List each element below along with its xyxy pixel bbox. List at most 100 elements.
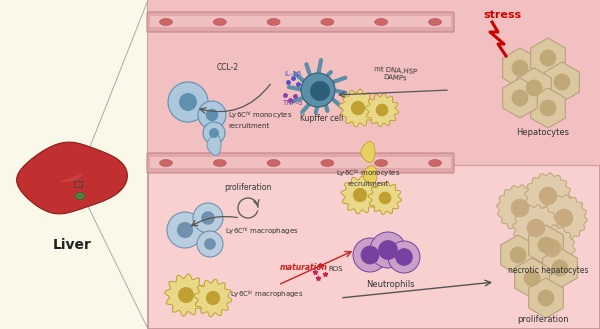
Circle shape — [509, 247, 526, 264]
Ellipse shape — [160, 18, 173, 26]
Polygon shape — [513, 205, 559, 251]
Text: Neutrophils: Neutrophils — [365, 280, 415, 289]
Ellipse shape — [267, 160, 280, 166]
Polygon shape — [59, 173, 83, 182]
Circle shape — [512, 60, 529, 76]
Circle shape — [511, 199, 529, 217]
Polygon shape — [17, 142, 127, 214]
Text: Ly6C$^{lo}$ macrophages: Ly6C$^{lo}$ macrophages — [230, 289, 304, 301]
Circle shape — [376, 104, 388, 116]
Circle shape — [206, 109, 218, 121]
Text: CCL-2: CCL-2 — [217, 63, 239, 72]
Text: IL-1β: IL-1β — [284, 71, 301, 77]
Circle shape — [353, 188, 367, 202]
FancyBboxPatch shape — [0, 0, 148, 329]
Circle shape — [538, 237, 554, 253]
Ellipse shape — [374, 160, 388, 166]
Polygon shape — [361, 141, 375, 163]
Polygon shape — [530, 38, 565, 78]
Circle shape — [539, 100, 556, 116]
Circle shape — [206, 291, 220, 305]
Circle shape — [177, 222, 193, 238]
Text: Ly6C$^{lo}$ monocytes
recruitment: Ly6C$^{lo}$ monocytes recruitment — [336, 168, 400, 187]
FancyBboxPatch shape — [148, 0, 600, 329]
FancyBboxPatch shape — [150, 157, 451, 168]
Circle shape — [378, 240, 398, 260]
Circle shape — [198, 101, 226, 129]
Text: mt DNA,HSP
DAMPs: mt DNA,HSP DAMPs — [373, 66, 417, 82]
Circle shape — [524, 269, 541, 287]
Polygon shape — [365, 93, 398, 127]
Circle shape — [209, 128, 219, 138]
FancyBboxPatch shape — [150, 16, 451, 27]
Circle shape — [351, 101, 365, 115]
Circle shape — [395, 248, 413, 266]
Polygon shape — [207, 135, 221, 155]
FancyBboxPatch shape — [147, 12, 454, 32]
Ellipse shape — [428, 18, 442, 26]
Polygon shape — [525, 173, 571, 219]
Circle shape — [179, 93, 197, 111]
Polygon shape — [529, 278, 563, 318]
Circle shape — [370, 232, 406, 268]
Circle shape — [301, 73, 335, 107]
Polygon shape — [541, 195, 587, 241]
Circle shape — [178, 287, 194, 303]
Circle shape — [527, 219, 545, 237]
Polygon shape — [497, 185, 543, 231]
Text: proliferation: proliferation — [224, 183, 272, 192]
Polygon shape — [500, 235, 535, 275]
Polygon shape — [515, 258, 550, 298]
Bar — [74, 181, 82, 187]
Polygon shape — [542, 248, 577, 288]
Polygon shape — [529, 225, 575, 271]
Text: Ly6C$^{hi}$ monocytes
recruitment: Ly6C$^{hi}$ monocytes recruitment — [228, 110, 292, 129]
Ellipse shape — [75, 192, 85, 199]
Polygon shape — [368, 181, 401, 215]
Polygon shape — [529, 225, 563, 265]
Circle shape — [203, 122, 225, 144]
Circle shape — [168, 82, 208, 122]
FancyBboxPatch shape — [147, 153, 454, 173]
Ellipse shape — [267, 18, 280, 26]
Polygon shape — [517, 68, 551, 108]
Ellipse shape — [321, 18, 334, 26]
Ellipse shape — [214, 18, 226, 26]
Circle shape — [539, 187, 557, 205]
Circle shape — [555, 209, 573, 227]
Ellipse shape — [160, 160, 173, 166]
Circle shape — [167, 212, 203, 248]
Text: ROS: ROS — [328, 266, 343, 272]
Text: Kupffer cell: Kupffer cell — [301, 114, 344, 123]
Text: Liver: Liver — [53, 238, 91, 252]
Circle shape — [539, 50, 556, 66]
Text: Hepatocytes: Hepatocytes — [517, 128, 569, 137]
Circle shape — [201, 211, 215, 225]
Polygon shape — [165, 274, 207, 316]
Polygon shape — [194, 279, 232, 317]
Circle shape — [543, 239, 561, 257]
Circle shape — [554, 74, 571, 90]
Circle shape — [551, 260, 568, 276]
Ellipse shape — [374, 18, 388, 26]
Ellipse shape — [428, 160, 442, 166]
Text: proliferation: proliferation — [517, 315, 569, 324]
Ellipse shape — [321, 160, 334, 166]
Polygon shape — [363, 165, 377, 184]
Circle shape — [353, 238, 387, 272]
Polygon shape — [341, 176, 379, 214]
Polygon shape — [503, 48, 538, 88]
Text: stress: stress — [483, 10, 521, 20]
Polygon shape — [503, 78, 538, 118]
Polygon shape — [545, 62, 580, 102]
Text: necrotic hepatocytes: necrotic hepatocytes — [508, 266, 588, 275]
Circle shape — [310, 81, 330, 101]
Text: TNF-α: TNF-α — [282, 100, 302, 106]
Text: Ly6C$^{hi}$ macrophages: Ly6C$^{hi}$ macrophages — [225, 226, 299, 238]
Circle shape — [538, 290, 554, 306]
Circle shape — [193, 203, 223, 233]
Circle shape — [512, 89, 529, 106]
Circle shape — [361, 246, 379, 264]
Circle shape — [388, 241, 420, 273]
FancyBboxPatch shape — [148, 0, 600, 165]
